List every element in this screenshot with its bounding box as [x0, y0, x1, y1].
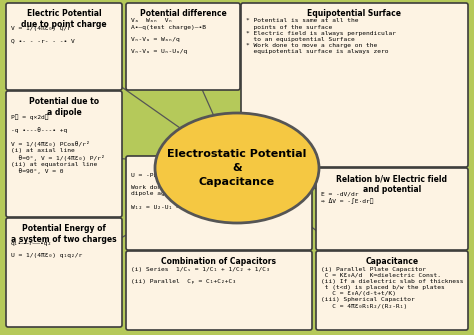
- Text: Equipotential Surface: Equipotential Surface: [308, 9, 401, 18]
- Text: * Potential is same at all the
  points of the surface
* Electric field is alway: * Potential is same at all the points of…: [246, 18, 396, 55]
- FancyBboxPatch shape: [6, 218, 122, 327]
- Text: Combination of Capacitors: Combination of Capacitors: [162, 257, 276, 266]
- Text: Vₐ  Wₐₙ  Vₙ
A•—q(test charge)—•B

Vₙ-Vₐ = Wₐₙ/q

Vₙ-Vₐ = Uₙ-Uₐ/q: Vₐ Wₐₙ Vₙ A•—q(test charge)—•B Vₙ-Vₐ = W…: [131, 18, 206, 55]
- Text: E = -dV/dr
⇒ ΔV = -∫E·dr⃗: E = -dV/dr ⇒ ΔV = -∫E·dr⃗: [321, 191, 374, 204]
- Text: (i) Parallel Plate Capacitor
 C = Kε₀A/d  K=dielectric Const.
(ii) If a dielectr: (i) Parallel Plate Capacitor C = Kε₀A/d …: [321, 267, 464, 309]
- FancyBboxPatch shape: [126, 251, 312, 330]
- FancyBboxPatch shape: [316, 168, 468, 250]
- Text: Relation b/w Electric field
and potential: Relation b/w Electric field and potentia…: [337, 174, 447, 194]
- Text: Electric Potential
due to point charge: Electric Potential due to point charge: [21, 9, 107, 29]
- FancyBboxPatch shape: [241, 3, 468, 167]
- FancyBboxPatch shape: [6, 3, 122, 90]
- Text: Potential Energy of
a system of two charges: Potential Energy of a system of two char…: [11, 224, 117, 244]
- Ellipse shape: [155, 113, 319, 223]
- Text: Potential Energy of a dipole: Potential Energy of a dipole: [158, 162, 280, 171]
- Text: q₁•——r——•q₂

U = 1/(4πε₀) q₁q₂/r: q₁•——r——•q₂ U = 1/(4πε₀) q₁q₂/r: [11, 241, 82, 258]
- Text: Capacitance: Capacitance: [365, 257, 419, 266]
- FancyBboxPatch shape: [126, 3, 240, 90]
- Text: Electrostatic Potential
&
Capacitance: Electrostatic Potential & Capacitance: [167, 149, 307, 187]
- FancyBboxPatch shape: [6, 91, 122, 217]
- Text: Potential due to
a dipole: Potential due to a dipole: [29, 97, 99, 117]
- FancyBboxPatch shape: [126, 156, 312, 250]
- FancyBboxPatch shape: [316, 251, 468, 330]
- Text: V = 1/(4πε₀) Q/r

Q •- - -r- - -• V: V = 1/(4πε₀) Q/r Q •- - -r- - -• V: [11, 26, 75, 44]
- Text: (i) Series  1/Cₛ = 1/C₁ + 1/C₂ + 1/C₃

(ii) Parallel  Cₚ = C₁+C₂+C₃: (i) Series 1/Cₛ = 1/C₁ + 1/C₂ + 1/C₃ (ii…: [131, 267, 270, 284]
- Text: P⃗ = q×2d⃗

-q •---θ---• +q

V = 1/(4πε₀) PCosθ/r²
(i) at axial line
  θ=0°, V =: P⃗ = q×2d⃗ -q •---θ---• +q V = 1/(4πε₀) …: [11, 114, 105, 175]
- Text: U = -PEcosθ = -P⃗·E⃗

Work done in rotating a
dipole against the torque

W₁₂ = U: U = -PEcosθ = -P⃗·E⃗ Work done in rotati…: [131, 172, 244, 209]
- Text: Potential difference: Potential difference: [140, 9, 227, 18]
